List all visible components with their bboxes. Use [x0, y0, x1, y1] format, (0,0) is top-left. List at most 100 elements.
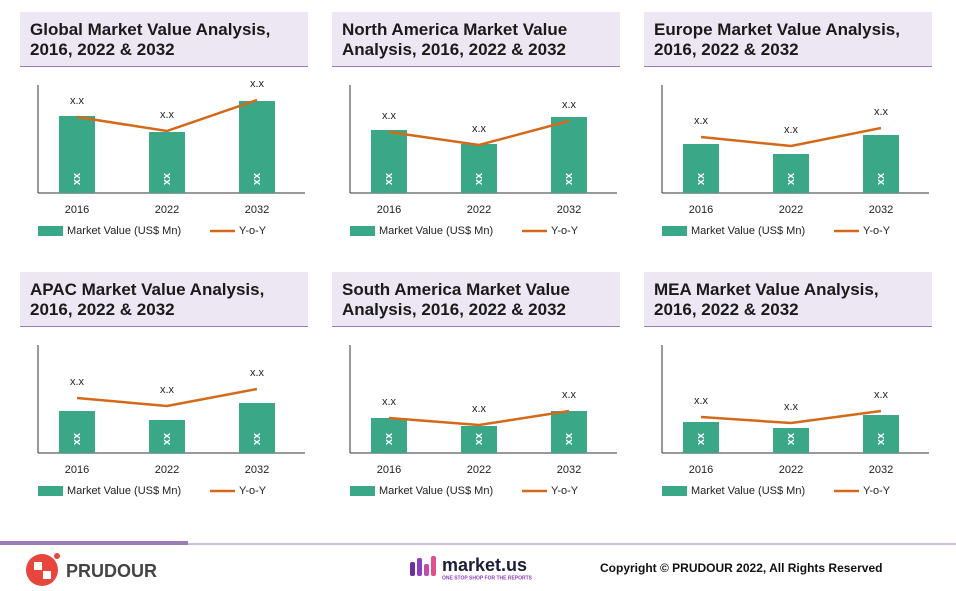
- legend-label: Market Value (US$ Mn): [691, 225, 805, 237]
- yoy-line: [388, 119, 570, 147]
- bar-label: xx: [563, 432, 575, 445]
- bar: [371, 418, 407, 453]
- x-tick-label: 2016: [65, 204, 89, 216]
- bar-label: xx: [161, 172, 173, 185]
- point-label: x.x: [160, 109, 175, 121]
- footer-accent: [0, 541, 188, 545]
- point-label: x.x: [694, 395, 709, 407]
- legend-label: Market Value (US$ Mn): [67, 225, 181, 237]
- partner: market.us: [442, 555, 527, 575]
- bar: [239, 403, 275, 453]
- legend-label: Y-o-Y: [863, 225, 891, 237]
- legend-label: Y-o-Y: [551, 225, 579, 237]
- bar-label: xx: [71, 432, 83, 445]
- yoy-line: [76, 387, 258, 408]
- legend-label: Y-o-Y: [239, 485, 267, 497]
- point-label: x.x: [784, 124, 799, 136]
- bar-label: xx: [383, 432, 395, 445]
- x-tick-label: 2032: [557, 204, 581, 216]
- point-label: x.x: [160, 384, 175, 396]
- bar: [551, 117, 587, 193]
- legend-swatch: [38, 486, 63, 496]
- chart-title: South America Market Value Analysis, 201…: [332, 272, 620, 327]
- bar-label: xx: [695, 172, 707, 185]
- point-label: x.x: [70, 376, 85, 388]
- legend-label: Market Value (US$ Mn): [379, 225, 493, 237]
- legend-swatch: [38, 226, 63, 236]
- legend-label: Market Value (US$ Mn): [379, 485, 493, 497]
- legend-label: Y-o-Y: [863, 485, 891, 497]
- legend-label: Market Value (US$ Mn): [691, 485, 805, 497]
- bar: [149, 420, 185, 453]
- bar: [551, 411, 587, 453]
- chart-title: North America Market Value Analysis, 201…: [332, 12, 620, 67]
- point-label: x.x: [562, 99, 577, 111]
- bar: [461, 426, 497, 453]
- bar-label: xx: [875, 172, 887, 185]
- chart-title: Global Market Value Analysis, 2016, 2022…: [20, 12, 308, 67]
- bar: [773, 428, 809, 453]
- point-label: x.x: [562, 389, 577, 401]
- legend-swatch: [350, 226, 375, 236]
- bar: [239, 101, 275, 193]
- point-label: x.x: [250, 367, 265, 379]
- point-label: x.x: [250, 78, 265, 90]
- x-tick-label: 2016: [377, 204, 401, 216]
- point-label: x.x: [472, 123, 487, 135]
- x-tick-label: 2032: [557, 464, 581, 476]
- yoy-line: [388, 409, 570, 427]
- chart-title: APAC Market Value Analysis, 2016, 2022 &…: [20, 272, 308, 327]
- x-tick-label: 2016: [377, 464, 401, 476]
- bar-label: xx: [785, 172, 797, 185]
- bar-label: xx: [785, 432, 797, 445]
- bar-label: xx: [473, 432, 485, 445]
- copyright: Copyright © PRUDOUR 2022, All Rights Res…: [600, 561, 882, 575]
- x-tick-label: 2032: [245, 204, 269, 216]
- x-tick-label: 2016: [65, 464, 89, 476]
- point-label: x.x: [70, 95, 85, 107]
- partner-tagline: ONE STOP SHOP FOR THE REPORTS: [442, 575, 533, 581]
- point-label: x.x: [382, 110, 397, 122]
- bar: [371, 130, 407, 193]
- bar: [461, 144, 497, 193]
- x-tick-label: 2032: [869, 464, 893, 476]
- bar: [773, 154, 809, 193]
- bar: [683, 144, 719, 193]
- x-tick-label: 2022: [467, 204, 491, 216]
- legend-swatch: [662, 226, 687, 236]
- x-tick-label: 2022: [155, 464, 179, 476]
- bar-label: xx: [473, 172, 485, 185]
- x-tick-label: 2016: [689, 204, 713, 216]
- yoy-line: [700, 126, 882, 148]
- chart-title: Europe Market Value Analysis, 2016, 2022…: [644, 12, 932, 67]
- x-tick-label: 2016: [689, 464, 713, 476]
- point-label: x.x: [784, 401, 799, 413]
- yoy-line: [76, 98, 258, 133]
- bar-label: xx: [251, 432, 263, 445]
- prudour-logo: [26, 553, 60, 586]
- bar-label: xx: [251, 172, 263, 185]
- bar-label: xx: [71, 172, 83, 185]
- bar-label: xx: [563, 172, 575, 185]
- x-tick-label: 2022: [779, 204, 803, 216]
- brand: PRUDOUR: [66, 561, 157, 581]
- bar: [149, 132, 185, 193]
- bar: [59, 116, 95, 193]
- point-label: x.x: [382, 396, 397, 408]
- x-tick-label: 2032: [869, 204, 893, 216]
- point-label: x.x: [874, 389, 889, 401]
- bar-label: xx: [695, 432, 707, 445]
- marketus-logo: [410, 556, 436, 576]
- yoy-line: [700, 409, 882, 425]
- x-tick-label: 2032: [245, 464, 269, 476]
- legend-label: Y-o-Y: [239, 225, 267, 237]
- legend-label: Market Value (US$ Mn): [67, 485, 181, 497]
- x-tick-label: 2022: [467, 464, 491, 476]
- x-tick-label: 2022: [779, 464, 803, 476]
- legend-swatch: [350, 486, 375, 496]
- bar: [683, 422, 719, 453]
- bar-label: xx: [875, 432, 887, 445]
- bar-label: xx: [161, 432, 173, 445]
